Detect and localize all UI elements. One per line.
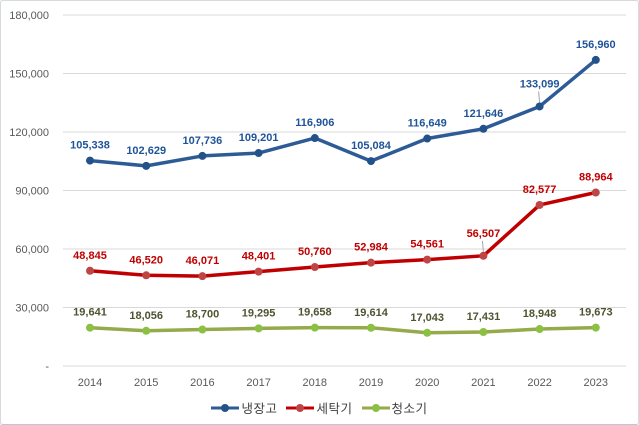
legend-label-refrigerator: 냉장고	[241, 402, 278, 416]
svg-text:19,658: 19,658	[298, 307, 332, 319]
svg-text:180,000: 180,000	[9, 10, 49, 22]
svg-text:109,201: 109,201	[239, 132, 279, 144]
svg-text:48,401: 48,401	[242, 251, 276, 263]
line-marker-icon	[361, 403, 390, 412]
svg-text:19,641: 19,641	[73, 307, 107, 319]
line-marker-icon	[286, 403, 315, 412]
svg-text:2014: 2014	[78, 377, 102, 389]
svg-text:19,614: 19,614	[354, 307, 389, 319]
svg-text:116,649: 116,649	[408, 118, 447, 130]
svg-text:88,964: 88,964	[579, 172, 614, 184]
svg-text:19,673: 19,673	[579, 307, 613, 319]
svg-text:2023: 2023	[584, 377, 608, 389]
svg-text:120,000: 120,000	[9, 127, 49, 139]
svg-text:105,338: 105,338	[70, 140, 110, 152]
svg-text:2018: 2018	[303, 377, 327, 389]
svg-text:52,984: 52,984	[354, 242, 389, 254]
chart-legend: 냉장고 세탁기 청소기	[1, 398, 638, 417]
svg-text:19,295: 19,295	[242, 307, 276, 319]
legend-label-vacuum: 청소기	[391, 402, 428, 416]
svg-text:2017: 2017	[246, 377, 270, 389]
svg-text:116,906: 116,906	[295, 117, 334, 129]
svg-text:2021: 2021	[471, 377, 495, 389]
svg-text:2019: 2019	[359, 377, 383, 389]
svg-text:17,043: 17,043	[410, 312, 444, 324]
legend-item-vacuum: 청소기	[361, 398, 428, 417]
svg-text:60,000: 60,000	[15, 244, 49, 256]
svg-text:107,736: 107,736	[183, 135, 223, 147]
legend-item-washer: 세탁기	[286, 398, 352, 417]
svg-text:90,000: 90,000	[15, 186, 49, 198]
line-marker-icon	[211, 403, 240, 412]
svg-text:17,431: 17,431	[467, 311, 501, 323]
svg-text:46,520: 46,520	[129, 254, 163, 266]
svg-text:150,000: 150,000	[9, 69, 49, 81]
svg-text:133,099: 133,099	[520, 78, 560, 90]
legend-label-washer: 세탁기	[316, 402, 353, 416]
svg-text:48,845: 48,845	[73, 250, 107, 262]
svg-text:-: -	[45, 361, 49, 373]
svg-text:18,948: 18,948	[523, 308, 557, 320]
svg-text:121,646: 121,646	[464, 108, 504, 120]
svg-text:2015: 2015	[134, 377, 158, 389]
svg-text:56,507: 56,507	[467, 228, 501, 240]
svg-text:2020: 2020	[415, 377, 439, 389]
svg-text:2022: 2022	[527, 377, 551, 389]
svg-text:102,629: 102,629	[126, 145, 166, 157]
svg-text:105,084: 105,084	[351, 140, 392, 152]
svg-text:54,561: 54,561	[410, 239, 444, 251]
svg-text:82,577: 82,577	[523, 184, 557, 196]
svg-text:46,071: 46,071	[186, 255, 220, 267]
legend-item-refrigerator: 냉장고	[211, 398, 277, 417]
svg-text:50,760: 50,760	[298, 246, 332, 258]
svg-text:2016: 2016	[190, 377, 214, 389]
svg-text:156,960: 156,960	[576, 39, 616, 51]
svg-text:18,056: 18,056	[129, 310, 163, 322]
svg-text:18,700: 18,700	[186, 309, 220, 321]
svg-text:30,000: 30,000	[15, 303, 49, 315]
